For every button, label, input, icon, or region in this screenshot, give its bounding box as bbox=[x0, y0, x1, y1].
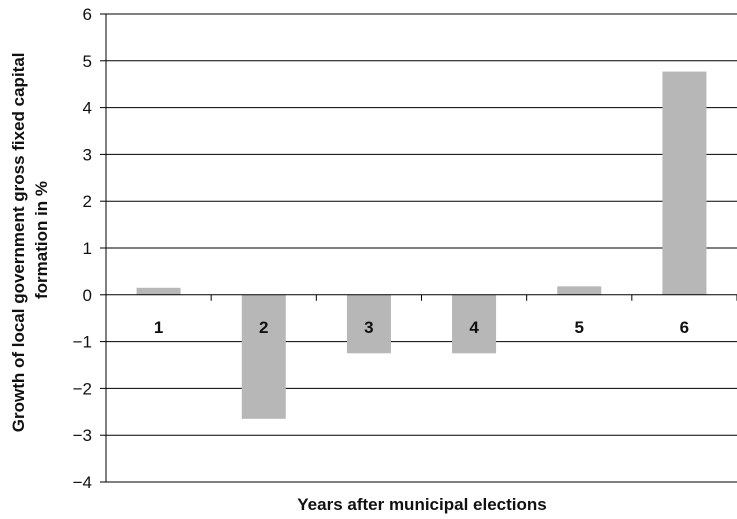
category-label: 1 bbox=[154, 318, 163, 337]
y-tick-label: 4 bbox=[83, 99, 92, 118]
bar-1 bbox=[136, 287, 181, 295]
x-axis bbox=[105, 294, 737, 301]
category-label: 2 bbox=[259, 318, 268, 337]
y-tick-label: −2 bbox=[73, 379, 92, 398]
category-label: 4 bbox=[469, 318, 479, 337]
y-axis: −4 −3 −2 −1 0 1 2 3 4 5 6 bbox=[73, 5, 107, 492]
y-tick-label: −3 bbox=[73, 426, 92, 445]
bar-2 bbox=[241, 294, 286, 419]
category-label: 3 bbox=[364, 318, 373, 337]
y-tick-label: 5 bbox=[83, 52, 92, 71]
x-axis-title: Years after municipal elections bbox=[297, 495, 546, 514]
y-tick-label: −4 bbox=[73, 473, 92, 492]
y-tick-label: 6 bbox=[83, 5, 92, 24]
y-tick-label: 3 bbox=[83, 145, 92, 164]
y-axis-title-line-1: Growth of local government gross fixed c… bbox=[9, 52, 28, 432]
category-label: 6 bbox=[680, 318, 689, 337]
gridlines bbox=[106, 13, 737, 483]
bar-5 bbox=[557, 286, 602, 295]
y-tick-label: 2 bbox=[83, 192, 92, 211]
bar-6 bbox=[662, 71, 707, 295]
category-labels: 1 2 3 4 5 6 bbox=[154, 318, 689, 337]
y-tick-label: −1 bbox=[73, 333, 92, 352]
bar-3 bbox=[346, 294, 391, 354]
y-axis-title: Growth of local government gross fixed c… bbox=[9, 48, 51, 432]
bar-4 bbox=[452, 294, 497, 354]
y-tick-label: 1 bbox=[83, 239, 92, 258]
category-label: 5 bbox=[575, 318, 584, 337]
bars bbox=[136, 71, 707, 419]
y-tick-label: 0 bbox=[83, 286, 92, 305]
y-axis-title-line-2: formation in % bbox=[32, 181, 51, 299]
